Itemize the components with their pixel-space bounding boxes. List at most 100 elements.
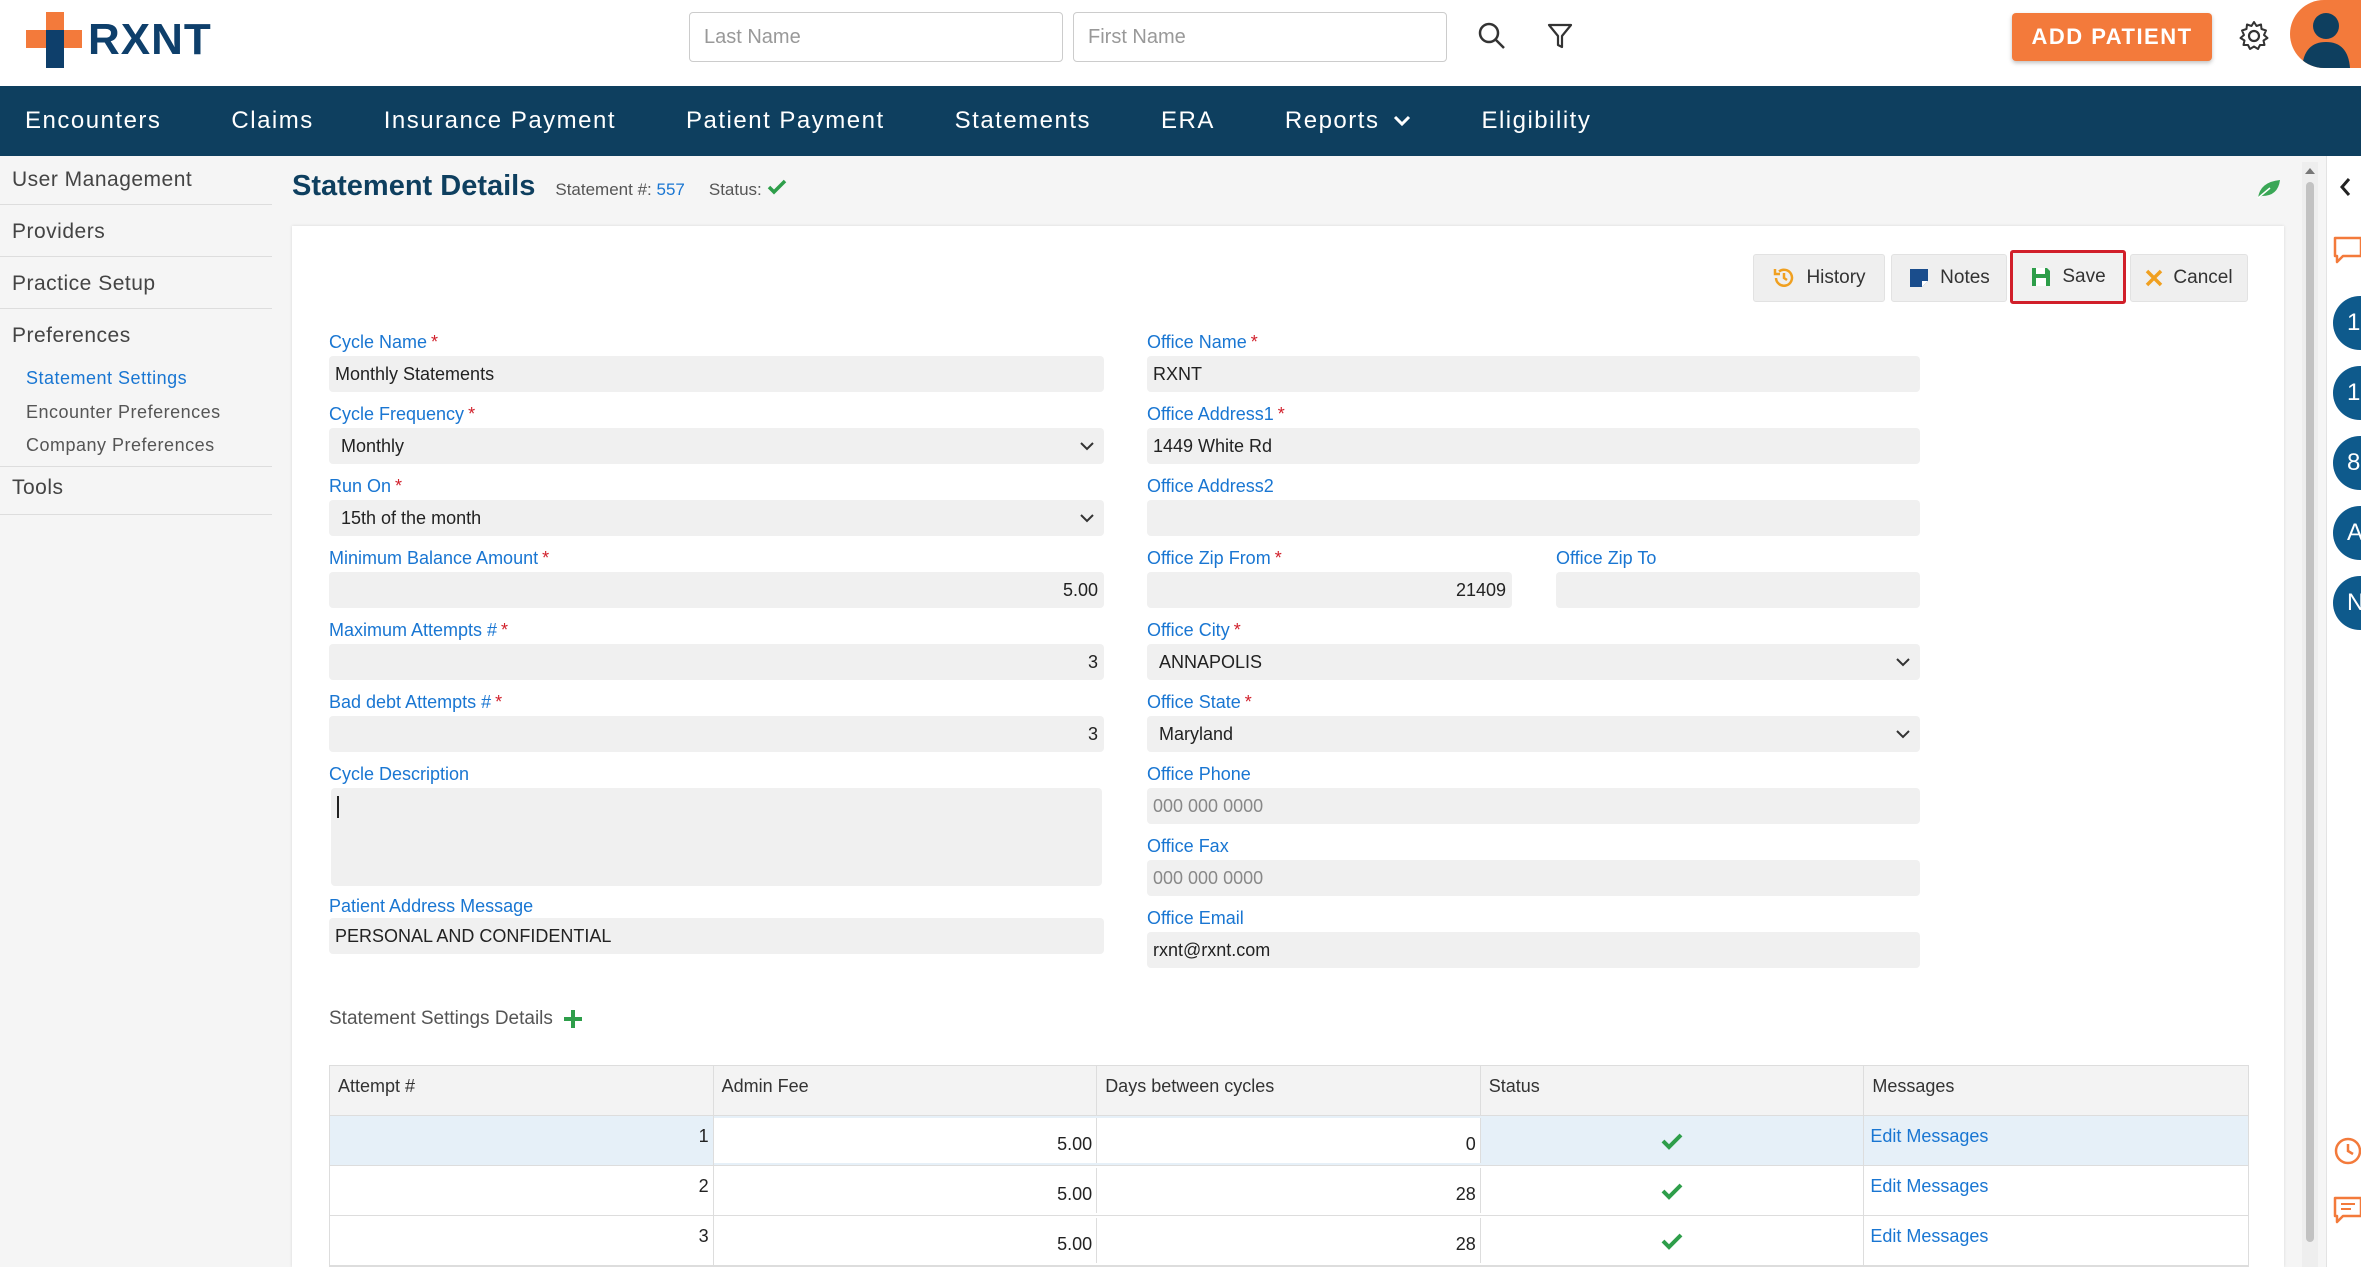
statement-settings-table: Attempt # Admin Fee Days between cycles … [329, 1065, 2249, 1267]
edit-messages-link[interactable]: Edit Messages [1870, 1226, 1989, 1246]
office-state-label-text: Office State [1147, 692, 1241, 712]
history-button[interactable]: History [1753, 254, 1885, 302]
notes-icon [1910, 269, 1929, 287]
nav-insurance-payment[interactable]: Insurance Payment [383, 107, 617, 134]
days-between-cycles-input[interactable]: 0 [1097, 1118, 1481, 1163]
page-title: Statement Details [292, 170, 536, 202]
office-state-select[interactable]: Maryland [1147, 716, 1920, 752]
office-zip-from-field[interactable]: 21409 [1147, 572, 1512, 608]
cancel-button[interactable]: Cancel [2130, 254, 2248, 302]
max-attempts-field[interactable]: 3 [329, 644, 1104, 680]
message-icon[interactable] [2333, 1196, 2361, 1224]
column-header-status[interactable]: Status [1481, 1066, 1865, 1115]
office-fax-field[interactable]: 000 000 0000 [1147, 860, 1920, 896]
nav-claims[interactable]: Claims [231, 107, 314, 134]
clock-icon[interactable] [2333, 1136, 2361, 1166]
vertical-scrollbar[interactable] [2302, 162, 2318, 1267]
nav-eligibility[interactable]: Eligibility [1481, 107, 1592, 134]
recent-patient-badge[interactable]: 13 [2333, 366, 2361, 420]
max-attempts-value: 3 [1087, 651, 1098, 672]
notes-button[interactable]: Notes [1891, 254, 2007, 302]
office-phone-field[interactable]: 000 000 0000 [1147, 788, 1920, 824]
min-balance-field[interactable]: 5.00 [329, 572, 1104, 608]
column-header-days-between-cycles[interactable]: Days between cycles [1097, 1066, 1481, 1115]
page-header: Statement Details Statement #: 557 Statu… [292, 170, 787, 210]
recent-patient-badge[interactable]: N [2333, 576, 2361, 630]
nav-patient-payment[interactable]: Patient Payment [686, 107, 885, 134]
add-patient-button[interactable]: ADD PATIENT [2012, 13, 2212, 61]
filter-icon[interactable] [1542, 18, 1578, 54]
column-header-admin-fee[interactable]: Admin Fee [714, 1066, 1098, 1115]
recent-patient-badge[interactable]: 13 [2333, 296, 2361, 350]
patient-address-message-field[interactable]: PERSONAL AND CONFIDENTIAL [329, 918, 1104, 954]
office-name-field[interactable]: RXNT [1147, 356, 1920, 392]
sidebar-item-tools[interactable]: Tools [12, 476, 64, 499]
office-zip-to-field[interactable] [1556, 572, 1920, 608]
table-row[interactable]: 1 5.00 0 Edit Messages [330, 1116, 2248, 1166]
text-cursor [337, 796, 339, 818]
nav-statements[interactable]: Statements [954, 107, 1092, 134]
office-address2-field[interactable] [1147, 500, 1920, 536]
recent-patient-badge[interactable]: A [2333, 506, 2361, 560]
office-address1-field[interactable]: 1449 White Rd [1147, 428, 1920, 464]
add-icon[interactable] [563, 1009, 583, 1029]
chat-icon[interactable] [2333, 236, 2361, 264]
scroll-up-arrow-icon[interactable] [2302, 164, 2318, 178]
min-balance-value: 5.00 [1062, 579, 1098, 600]
sidebar-item-encounter-preferences[interactable]: Encounter Preferences [26, 402, 221, 422]
sidebar-item-practice-setup[interactable]: Practice Setup [12, 272, 156, 295]
sidebar-divider [0, 308, 272, 309]
save-button[interactable]: Save [2010, 250, 2126, 304]
column-header-attempt[interactable]: Attempt # [330, 1066, 714, 1115]
table-row[interactable]: 3 5.00 28 Edit Messages [330, 1216, 2248, 1266]
nav-era[interactable]: ERA [1161, 107, 1215, 134]
rxnt-logo[interactable]: RXNT [26, 10, 226, 70]
admin-fee-input[interactable]: 5.00 [713, 1168, 1098, 1213]
search-icon[interactable] [1474, 18, 1510, 54]
office-address1-label: Office Address1 * [1147, 404, 1285, 425]
office-city-select[interactable]: ANNAPOLIS [1147, 644, 1920, 680]
user-avatar[interactable] [2290, 0, 2361, 68]
chevron-left-icon[interactable] [2337, 176, 2355, 198]
office-fax-label: Office Fax [1147, 836, 1229, 856]
admin-fee-input[interactable]: 5.00 [713, 1218, 1098, 1263]
leaf-icon[interactable] [2256, 178, 2282, 205]
table-row[interactable]: 2 5.00 28 Edit Messages [330, 1166, 2248, 1216]
sidebar-item-company-preferences[interactable]: Company Preferences [26, 435, 215, 455]
office-email-field[interactable]: rxnt@rxnt.com [1147, 932, 1920, 968]
nav-reports[interactable]: Reports [1285, 107, 1412, 135]
first-name-search-input[interactable] [1073, 12, 1447, 62]
bad-debt-label-text: Bad debt Attempts # [329, 692, 492, 712]
sidebar-item-user-management[interactable]: User Management [12, 168, 193, 191]
nav-encounters[interactable]: Encounters [25, 107, 162, 134]
cycle-frequency-select[interactable]: Monthly [329, 428, 1104, 464]
scrollbar-thumb[interactable] [2306, 182, 2314, 1242]
required-marker: * [1244, 692, 1252, 712]
sidebar-item-statement-settings[interactable]: Statement Settings [26, 368, 188, 388]
sidebar-item-providers[interactable]: Providers [12, 220, 106, 243]
column-header-messages[interactable]: Messages [1872, 1076, 1955, 1096]
edit-messages-link[interactable]: Edit Messages [1870, 1126, 1989, 1146]
run-on-select[interactable]: 15th of the month [329, 500, 1104, 536]
statement-status: Status: [709, 179, 787, 200]
gear-icon[interactable] [2236, 18, 2272, 54]
edit-messages-link[interactable]: Edit Messages [1870, 1176, 1989, 1196]
chevron-down-icon [1896, 658, 1910, 667]
office-name-value: RXNT [1153, 363, 1202, 384]
admin-fee-input[interactable]: 5.00 [713, 1118, 1098, 1163]
cycle-description-textarea[interactable] [331, 788, 1102, 886]
cycle-name-field[interactable]: Monthly Statements [329, 356, 1104, 392]
required-marker: * [501, 620, 509, 640]
cycle-name-label-text: Cycle Name [329, 332, 428, 352]
recent-patient-badge[interactable]: 88 [2333, 436, 2361, 490]
days-between-cycles-input[interactable]: 28 [1097, 1168, 1481, 1213]
last-name-search-input[interactable] [689, 12, 1063, 62]
bad-debt-field[interactable]: 3 [329, 716, 1104, 752]
patient-address-message-value: PERSONAL AND CONFIDENTIAL [335, 925, 612, 946]
sidebar-item-preferences[interactable]: Preferences [12, 324, 131, 347]
max-attempts-label: Maximum Attempts # * [329, 620, 508, 641]
days-between-cycles-input[interactable]: 28 [1097, 1218, 1481, 1263]
office-address1-value: 1449 White Rd [1153, 435, 1273, 456]
cycle-description-label: Cycle Description [329, 764, 470, 784]
max-attempts-label-text: Maximum Attempts # [329, 620, 498, 640]
